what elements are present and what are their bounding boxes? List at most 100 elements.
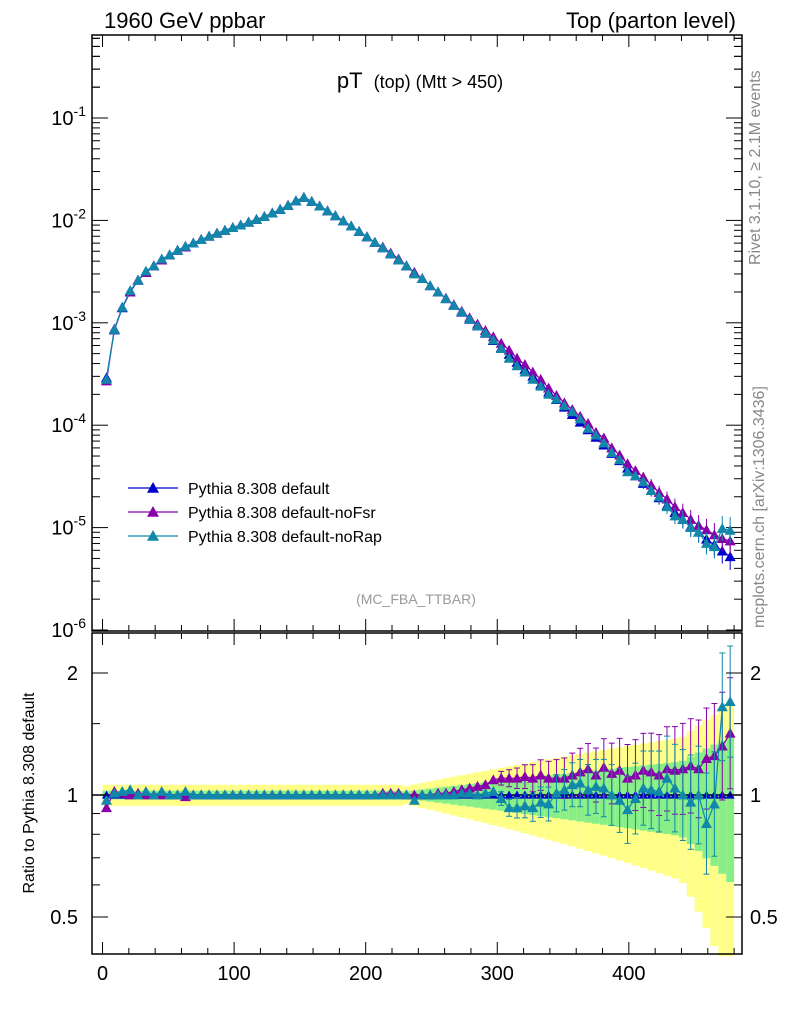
x-tick-label: 400 — [612, 963, 645, 985]
data-point — [179, 240, 191, 251]
data-point — [337, 789, 349, 800]
data-point — [306, 195, 318, 206]
y-tick-exponent: -1 — [74, 103, 87, 119]
data-point — [440, 293, 452, 304]
data-point — [219, 789, 231, 800]
main-panel: 10-110-210-310-410-510-6 (MC_FBA_TTBAR) … — [51, 34, 743, 642]
y-tick-base: 10 — [51, 620, 73, 642]
data-point — [487, 786, 499, 796]
data-point — [527, 373, 539, 384]
data-point — [700, 524, 712, 535]
rivet-label: Rivet 3.1.10, ≥ 2.1M events — [747, 70, 764, 265]
data-point — [724, 551, 736, 562]
data-point — [669, 782, 681, 793]
data-point — [582, 784, 594, 795]
data-point — [550, 393, 562, 404]
data-point — [519, 359, 531, 370]
data-point — [566, 779, 578, 790]
data-point — [314, 789, 326, 800]
data-point — [203, 789, 215, 800]
data-point — [677, 513, 689, 524]
data-point — [543, 388, 555, 399]
data-point — [187, 789, 199, 800]
data-point — [377, 242, 389, 253]
y-tick-label: 10-3 — [51, 308, 86, 335]
y-tick-base: 10 — [51, 108, 73, 130]
data-point — [400, 789, 412, 800]
data-point — [716, 701, 728, 712]
data-point — [504, 790, 514, 799]
data-point — [116, 301, 128, 312]
y-tick-label: 10-2 — [51, 205, 86, 232]
title-sub: (top) (Mtt > 450) — [374, 72, 504, 92]
ratio-panel: 0 100 200 300 400 0.5 0.5 1 1 2 2 — [50, 632, 778, 985]
data-point — [535, 380, 547, 391]
data-point — [148, 260, 160, 271]
data-point — [606, 789, 618, 800]
header-right: Top (parton level) — [566, 8, 736, 33]
data-point — [645, 784, 657, 795]
data-point — [645, 485, 657, 495]
data-point — [132, 274, 144, 285]
y-tick-exponent: -5 — [74, 513, 87, 529]
y-tick-exponent: -4 — [74, 410, 87, 426]
legend-marker — [147, 506, 159, 517]
data-point — [179, 786, 191, 796]
data-point — [479, 779, 491, 790]
data-point — [416, 789, 428, 800]
data-point — [708, 541, 720, 552]
data-point — [432, 286, 444, 297]
data-point — [282, 199, 294, 210]
header-left: 1960 GeV ppbar — [104, 8, 265, 33]
data-point — [408, 789, 420, 800]
data-point — [172, 789, 184, 800]
data-point — [132, 789, 144, 800]
data-point — [377, 789, 389, 800]
legend: Pythia 8.308 default Pythia 8.308 default… — [128, 481, 382, 546]
data-point — [724, 696, 736, 707]
data-point — [258, 211, 270, 221]
data-point — [637, 476, 649, 487]
data-point — [100, 373, 112, 384]
x-tick-label: 200 — [349, 963, 382, 985]
y-tick-exponent: -6 — [74, 615, 87, 631]
data-point — [700, 537, 712, 548]
data-point — [322, 205, 334, 216]
data-point — [479, 327, 491, 338]
svg-text:pT (top) (Mtt > 450): pT (top) (Mtt > 450) — [337, 68, 503, 93]
y-tick-exponent: -2 — [74, 205, 87, 221]
data-point — [527, 366, 539, 377]
data-point — [464, 787, 476, 798]
data-point — [353, 789, 365, 800]
data-point — [456, 306, 468, 317]
data-point — [314, 200, 326, 211]
data-point — [574, 413, 586, 424]
data-point — [614, 454, 626, 465]
data-point — [179, 791, 191, 802]
data-point — [385, 248, 397, 259]
data-point — [527, 772, 539, 783]
data-point — [124, 285, 136, 296]
data-point — [243, 216, 255, 227]
data-point — [140, 265, 152, 276]
data-point — [519, 771, 531, 782]
data-point — [598, 782, 610, 793]
data-point — [622, 804, 634, 815]
y-tick-base: 10 — [51, 518, 73, 540]
data-point — [558, 784, 570, 795]
data-point — [172, 244, 184, 255]
data-point — [472, 789, 484, 800]
data-point — [653, 786, 665, 796]
data-point — [543, 798, 555, 809]
data-point — [503, 802, 515, 813]
ratio-series-1 — [100, 645, 736, 875]
data-point — [164, 249, 176, 260]
ratio-ylabel: Ratio to Pythia 8.308 default — [21, 692, 38, 894]
series-line — [105, 196, 731, 558]
data-point — [369, 789, 381, 800]
data-point — [582, 422, 594, 433]
data-point — [432, 789, 444, 800]
data-point — [558, 400, 570, 411]
ratio-frame — [91, 632, 743, 955]
data-point — [487, 774, 499, 785]
